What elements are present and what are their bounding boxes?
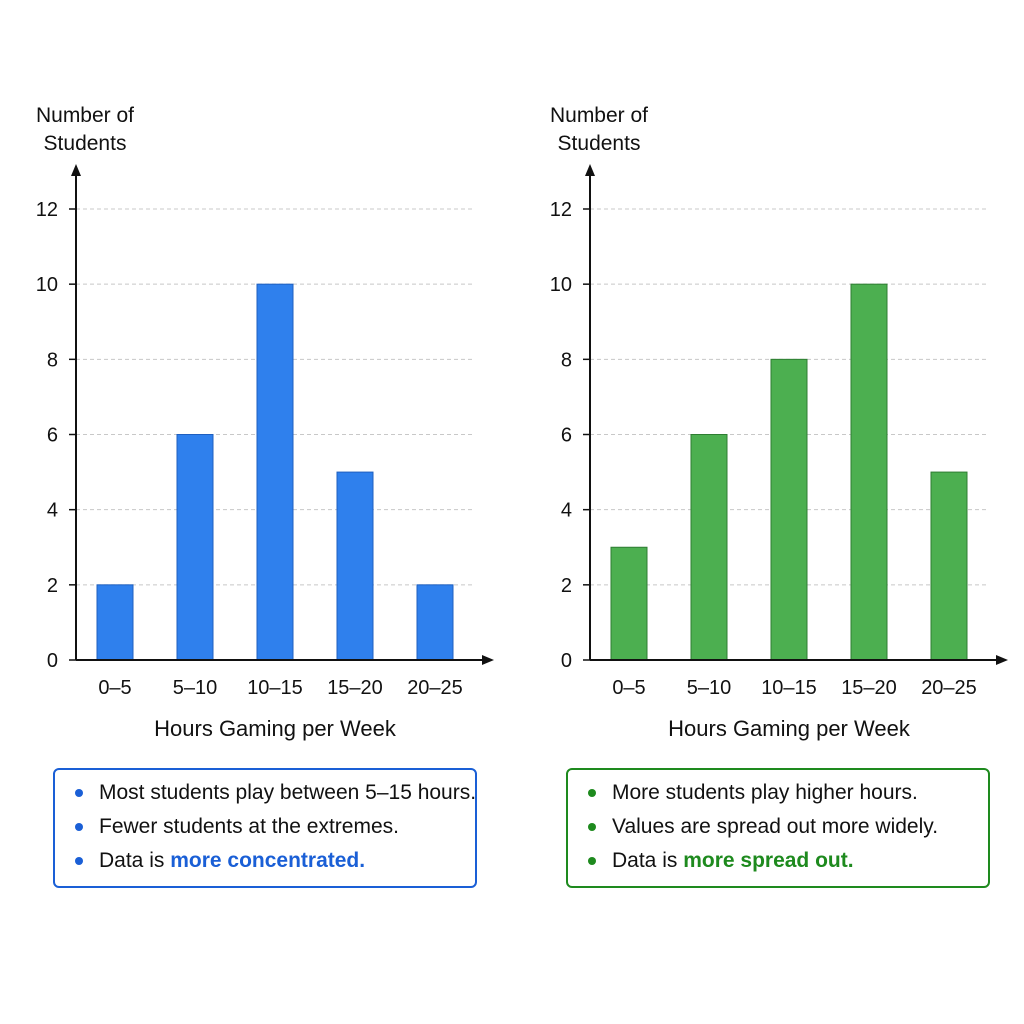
x-tick-label: 5–10 — [173, 677, 218, 699]
y-tick-label: 2 — [47, 575, 58, 597]
x-tick-label: 0–5 — [612, 677, 645, 699]
x-tick-label: 20–25 — [407, 677, 463, 699]
left-summary-text: Data is — [99, 849, 171, 872]
x-tick-label: 20–25 — [921, 677, 977, 699]
right-summary-item: Data is more spread out. — [568, 844, 988, 878]
right-chart-panel: 0 2 4 6 8 10 12 0–5 5–10 10–15 15–20 20–25 Number of… — [512, 0, 1024, 1024]
left-summary-text: Most students play between 5–15 hours. — [99, 781, 477, 804]
bar — [850, 283, 888, 661]
y-tick-label: 6 — [47, 425, 58, 447]
y-tick-label: 8 — [47, 349, 58, 371]
x-axis-title: Hours Gaming per Week — [154, 716, 397, 741]
right-summary-text: Data is — [612, 849, 684, 872]
left-summary-text: Fewer students at the extremes. — [99, 815, 399, 838]
left-summary-box: Most students play between 5–15 hours. F… — [53, 768, 477, 888]
bullet-icon — [75, 823, 83, 831]
right-summary-box: More students play higher hours. Values … — [566, 768, 990, 888]
right-summary-emphasis: more spread out. — [683, 849, 854, 872]
y-axis-title: Number of Students — [550, 104, 648, 155]
y-tick-label: 0 — [47, 650, 58, 672]
x-axis-arrow-icon — [482, 655, 494, 665]
left-summary-emphasis: more concentrated. — [170, 849, 366, 872]
y-tick-label: 12 — [36, 199, 58, 221]
bar — [336, 471, 374, 661]
bar — [690, 434, 728, 661]
bar — [930, 471, 968, 661]
x-axis-arrow-icon — [996, 655, 1008, 665]
right-summary-item: Values are spread out more widely. — [568, 810, 988, 844]
left-summary-item: Data is more concentrated. — [55, 844, 475, 878]
y-tick-label: 6 — [561, 425, 572, 447]
y-axis-arrow-icon — [71, 164, 81, 176]
bar — [176, 434, 214, 661]
bar — [610, 546, 648, 661]
y-tick-label: 8 — [561, 349, 572, 371]
y-axis-arrow-icon — [585, 164, 595, 176]
x-tick-label: 10–15 — [761, 677, 817, 699]
y-tick-label: 10 — [550, 274, 572, 296]
left-chart-panel: 0 2 4 6 8 10 12 0–5 5–10 10–15 15–20 20–25 Number of… — [36, 104, 494, 888]
x-axis-title: Hours Gaming per Week — [668, 716, 911, 741]
x-tick-label: 10–15 — [247, 677, 303, 699]
y-tick-label: 0 — [561, 650, 572, 672]
x-tick-label: 15–20 — [327, 677, 383, 699]
bullet-icon — [75, 857, 83, 865]
y-tick-label: 12 — [550, 199, 572, 221]
bullet-icon — [588, 789, 596, 797]
bullet-icon — [588, 857, 596, 865]
bullet-icon — [75, 789, 83, 797]
y-tick-label: 2 — [561, 575, 572, 597]
left-summary-item: Most students play between 5–15 hours. — [55, 776, 477, 810]
y-tick-label: 4 — [47, 500, 58, 522]
bar — [416, 584, 454, 661]
y-tick-label: 4 — [561, 500, 572, 522]
bullet-icon — [588, 823, 596, 831]
right-summary-text: More students play higher hours. — [612, 781, 918, 804]
left-bar-chart: 0 2 4 6 8 10 12 0–5 5–10 10–15 15–20 20–25 Number of… — [36, 104, 494, 741]
y-tick-label: 10 — [36, 274, 58, 296]
left-summary-item: Fewer students at the extremes. — [55, 810, 475, 844]
right-summary-text: Values are spread out more widely. — [612, 815, 939, 838]
right-summary-item: More students play higher hours. — [568, 776, 988, 810]
x-tick-label: 0–5 — [98, 677, 131, 699]
bar — [96, 584, 134, 661]
bar — [256, 283, 294, 661]
right-bar-chart: 0 2 4 6 8 10 12 0–5 5–10 10–15 15–20 20–25 Number of… — [550, 104, 1008, 741]
bar — [770, 358, 808, 661]
x-tick-label: 15–20 — [841, 677, 897, 699]
x-tick-label: 5–10 — [687, 677, 732, 699]
y-axis-title: Number of Students — [36, 104, 134, 155]
